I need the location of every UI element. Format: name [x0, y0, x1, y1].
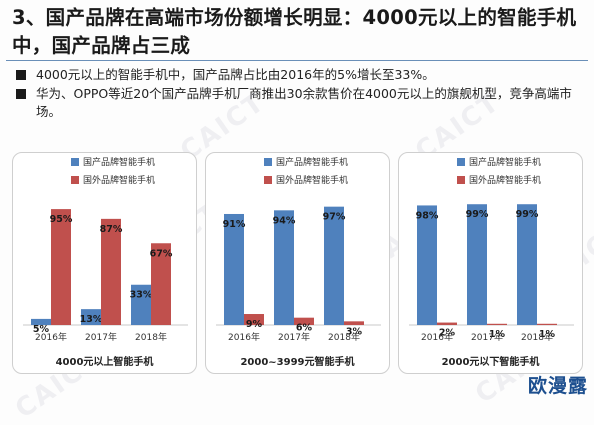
chart-title: 2000~3999元智能手机	[240, 357, 355, 368]
chart-title: 2000元以下智能手机	[441, 357, 540, 368]
slide-title: 3、国产品牌在高端市场份额增长明显：4000元以上的智能手机中，国产品牌占三成	[12, 6, 577, 57]
brand-logo: 欧漫露	[527, 375, 588, 397]
bar	[517, 204, 537, 325]
bar	[101, 218, 121, 325]
bar	[131, 284, 151, 325]
data-label: 91%	[223, 219, 246, 230]
legend-label: 国外品牌智能手机	[83, 174, 155, 186]
data-label: 3%	[346, 326, 363, 337]
legend-swatch	[264, 158, 272, 166]
data-label: 2%	[439, 328, 456, 339]
bar	[274, 210, 294, 325]
bullet-text: 华为、OPPO等近20个国产品牌手机厂商推出30余款售价在4000元以上的旗舰机…	[36, 85, 572, 120]
data-label: 98%	[416, 210, 439, 221]
square-bullet-icon	[16, 88, 26, 99]
data-label: 94%	[273, 215, 296, 226]
chart-title: 4000元以上智能手机	[55, 357, 154, 368]
legend-label: 国产品牌智能手机	[276, 156, 348, 168]
legend-swatch	[71, 176, 79, 184]
bar	[151, 243, 171, 325]
bar	[244, 314, 264, 325]
legend-label: 国外品牌智能手机	[276, 174, 348, 186]
x-tick-label: 2016年	[35, 331, 67, 343]
data-label: 13%	[80, 314, 103, 325]
data-label: 99%	[466, 209, 489, 220]
bar	[324, 206, 344, 325]
bar	[224, 213, 244, 325]
bar	[294, 317, 314, 325]
legend-label: 国产品牌智能手机	[83, 156, 155, 168]
bullet-list: 4000元以上的智能手机中，国产品牌占比由2016年的5%增长至33%。 华为、…	[14, 66, 584, 122]
bullet-item: 华为、OPPO等近20个国产品牌手机厂商推出30余款售价在4000元以上的旗舰机…	[14, 85, 584, 122]
bar	[81, 309, 101, 325]
x-tick-label: 2016年	[421, 331, 453, 343]
data-label: 9%	[246, 319, 263, 330]
bar	[51, 209, 71, 325]
x-tick-label: 2018年	[521, 331, 553, 343]
chart-panel: 国产品牌智能手机 国外品牌智能手机 98% 2% 2016年 99% 1% 2017年 99% 1…	[398, 152, 583, 374]
bar	[487, 323, 507, 325]
data-label: 33%	[130, 290, 153, 301]
x-tick-label: 2018年	[328, 331, 360, 343]
bar	[31, 318, 51, 325]
bullet-item: 4000元以上的智能手机中，国产品牌占比由2016年的5%增长至33%。	[14, 66, 584, 85]
legend-swatch	[457, 176, 465, 184]
bar	[344, 321, 364, 325]
bar	[537, 323, 557, 325]
bullet-text: 4000元以上的智能手机中，国产品牌占比由2016年的5%增长至33%。	[36, 67, 435, 82]
legend-swatch	[457, 158, 465, 166]
data-label: 67%	[150, 248, 173, 259]
bar	[437, 322, 457, 325]
bar	[417, 205, 437, 325]
data-label: 1%	[489, 329, 506, 340]
x-tick-label: 2017年	[278, 331, 310, 343]
bar-chart: 国产品牌智能手机国外品牌智能手机98%2%2016年99%1%2017年99%1…	[409, 156, 574, 343]
x-tick-label: 2017年	[85, 331, 117, 343]
data-label: 1%	[539, 329, 556, 340]
title-divider	[6, 60, 588, 61]
data-label: 95%	[50, 214, 73, 225]
data-label: 99%	[516, 209, 539, 220]
legend-swatch	[71, 158, 79, 166]
data-label: 6%	[296, 323, 313, 334]
legend-label: 国外品牌智能手机	[469, 174, 541, 186]
chart-panel: 国产品牌智能手机 国外品牌智能手机 5% 95% 2016年 13% 87% 2017年 33%…	[12, 152, 197, 374]
data-label: 87%	[100, 224, 123, 235]
chart-panel: 国产品牌智能手机 国外品牌智能手机 91% 9% 2016年 94% 6% 2017年 97% 3…	[205, 152, 390, 374]
x-tick-label: 2018年	[135, 331, 167, 343]
x-tick-label: 2017年	[471, 331, 503, 343]
legend-swatch	[264, 176, 272, 184]
bar	[467, 204, 487, 325]
square-bullet-icon	[16, 70, 26, 80]
data-label: 97%	[323, 212, 346, 223]
data-label: 5%	[33, 324, 50, 335]
legend-label: 国产品牌智能手机	[469, 156, 541, 168]
x-tick-label: 2016年	[228, 331, 260, 343]
